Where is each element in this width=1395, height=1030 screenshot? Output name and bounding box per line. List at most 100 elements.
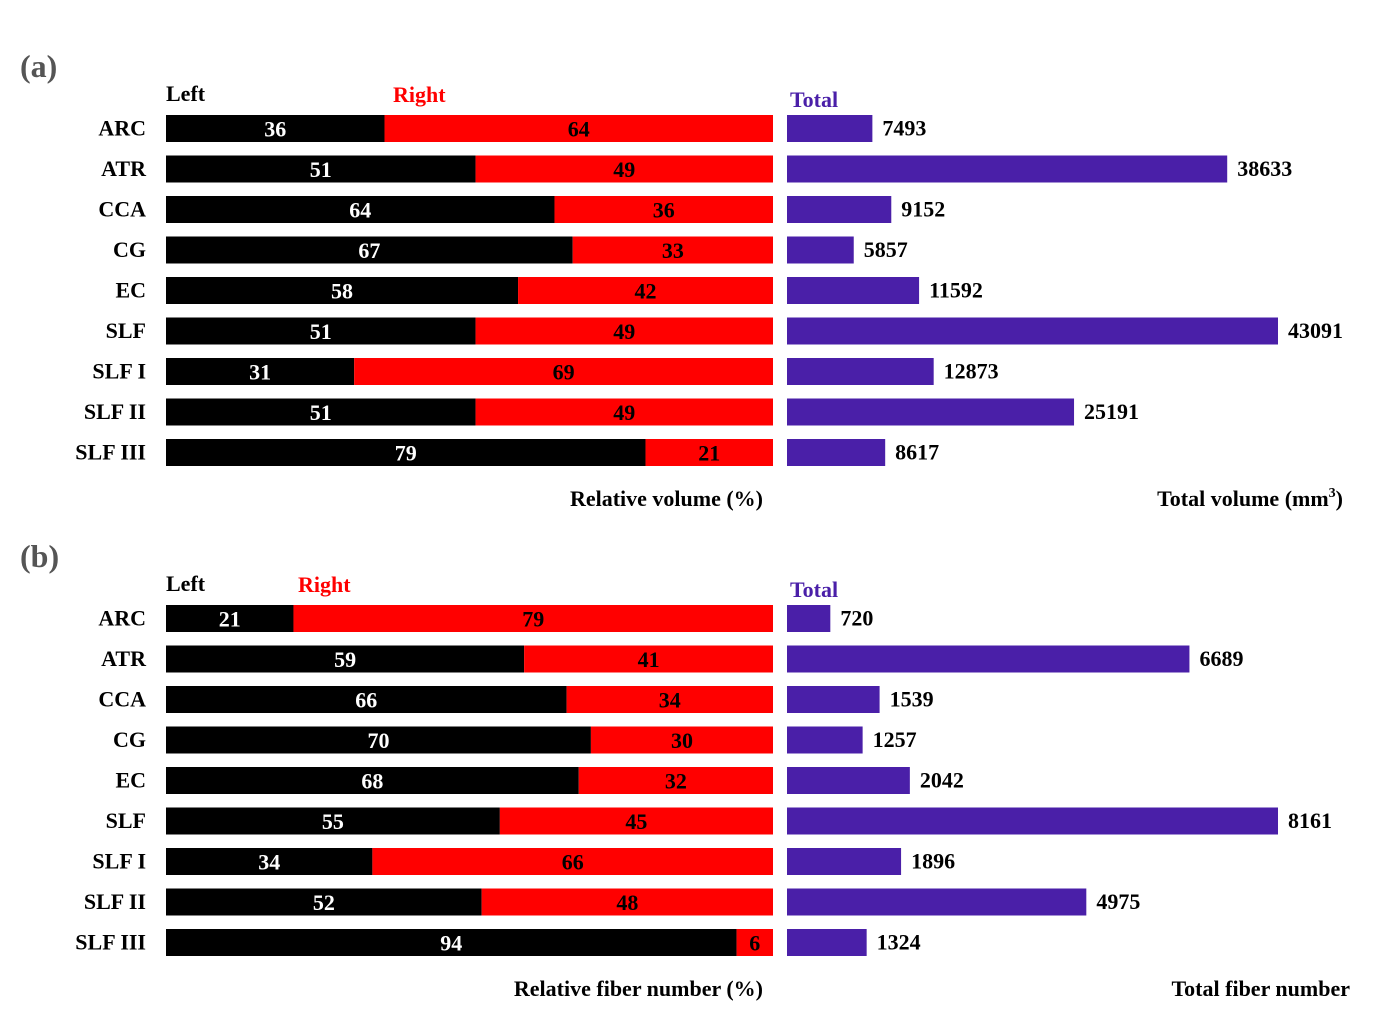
total-value-label: 1324 xyxy=(877,930,921,955)
left-value-label: 55 xyxy=(322,809,344,834)
right-value-label: 33 xyxy=(662,238,684,263)
panel-label: (b) xyxy=(20,538,59,574)
legend-total-label: Total xyxy=(790,87,838,112)
right-value-label: 30 xyxy=(671,728,693,753)
left-value-label: 34 xyxy=(258,850,280,875)
right-value-label: 34 xyxy=(659,688,681,713)
total-value-label: 1257 xyxy=(873,727,917,752)
left-bar xyxy=(166,605,294,632)
right-bar xyxy=(578,767,773,794)
right-bar xyxy=(499,807,773,835)
total-value-label: 7493 xyxy=(882,116,926,141)
right-bar xyxy=(372,848,773,875)
total-bar xyxy=(787,115,873,142)
right-value-label: 41 xyxy=(638,647,660,672)
total-value-label: 12873 xyxy=(944,359,999,384)
left-bar xyxy=(166,686,567,713)
total-bar xyxy=(787,236,854,264)
right-value-label: 21 xyxy=(698,441,720,466)
panel-label: (a) xyxy=(20,48,57,84)
right-value-label: 36 xyxy=(653,198,675,223)
right-value-label: 49 xyxy=(613,157,635,182)
total-value-label: 9152 xyxy=(901,197,945,222)
category-label: ATR xyxy=(101,156,147,181)
right-bar xyxy=(354,358,773,385)
total-value-label: 25191 xyxy=(1084,399,1139,424)
left-bar xyxy=(166,807,500,835)
right-bar xyxy=(554,196,773,223)
total-value-label: 11592 xyxy=(929,278,983,303)
category-label: SLF III xyxy=(75,930,146,955)
total-value-label: 8161 xyxy=(1288,808,1332,833)
legend-right-label: Right xyxy=(393,82,446,107)
total-bar xyxy=(787,358,934,385)
total-bar xyxy=(787,888,1087,916)
total-value-label: 5857 xyxy=(864,237,908,262)
right-bar xyxy=(475,317,773,345)
category-label: CG xyxy=(113,237,146,262)
right-value-label: 6 xyxy=(749,931,760,956)
left-bar xyxy=(166,196,555,223)
right-bar xyxy=(566,686,773,713)
left-bar xyxy=(166,317,476,345)
total-value-label: 1539 xyxy=(890,687,934,712)
category-label: SLF I xyxy=(92,849,146,874)
right-bar xyxy=(475,398,773,426)
legend-left-label: Left xyxy=(166,81,206,106)
total-value-label: 43091 xyxy=(1288,318,1343,343)
left-bar xyxy=(166,398,476,426)
category-label: SLF III xyxy=(75,440,146,465)
right-bar xyxy=(475,155,773,183)
left-bar xyxy=(166,888,482,916)
category-label: ARC xyxy=(98,606,146,631)
left-bar xyxy=(166,236,573,264)
category-label: SLF xyxy=(106,318,146,343)
left-value-label: 36 xyxy=(264,117,286,142)
total-bar xyxy=(787,605,831,632)
left-value-label: 94 xyxy=(440,931,462,956)
right-value-label: 49 xyxy=(613,400,635,425)
category-label: CG xyxy=(113,727,146,752)
left-value-label: 67 xyxy=(358,238,380,263)
total-bar xyxy=(787,398,1075,426)
category-label: SLF I xyxy=(92,359,146,384)
left-value-label: 64 xyxy=(349,198,371,223)
right-value-label: 69 xyxy=(553,360,575,385)
left-value-label: 66 xyxy=(355,688,377,713)
relative-axis-label: Relative volume (%) xyxy=(570,486,763,511)
total-bar xyxy=(787,196,892,223)
right-bar xyxy=(590,726,773,754)
left-value-label: 79 xyxy=(395,441,417,466)
total-bar xyxy=(787,726,863,754)
category-label: CCA xyxy=(98,687,146,712)
total-value-label: 720 xyxy=(840,606,873,631)
total-value-label: 8617 xyxy=(895,440,939,465)
left-bar xyxy=(166,155,476,183)
left-bar xyxy=(166,726,591,754)
total-bar xyxy=(787,686,880,713)
total-value-label: 6689 xyxy=(1199,646,1243,671)
left-value-label: 51 xyxy=(310,157,332,182)
right-value-label: 48 xyxy=(616,890,638,915)
right-bar xyxy=(524,645,773,673)
total-axis-label-main: Total fiber number xyxy=(1172,976,1351,1001)
total-value-label: 38633 xyxy=(1237,156,1292,181)
total-value-label: 1896 xyxy=(911,849,955,874)
left-bar xyxy=(166,767,579,794)
legend-total-label: Total xyxy=(790,577,838,602)
total-value-label: 2042 xyxy=(920,768,964,793)
right-value-label: 79 xyxy=(522,607,544,632)
total-bar xyxy=(787,439,886,466)
right-bar xyxy=(736,929,773,956)
category-label: EC xyxy=(115,278,146,303)
left-value-label: 52 xyxy=(313,890,335,915)
left-bar xyxy=(166,645,525,673)
category-label: ARC xyxy=(98,116,146,141)
right-value-label: 42 xyxy=(635,279,657,304)
total-bar xyxy=(787,277,920,304)
total-axis-label-tail: ) xyxy=(1336,486,1343,511)
right-value-label: 66 xyxy=(562,850,584,875)
legend-left-label: Left xyxy=(166,571,206,596)
total-bar xyxy=(787,645,1190,673)
